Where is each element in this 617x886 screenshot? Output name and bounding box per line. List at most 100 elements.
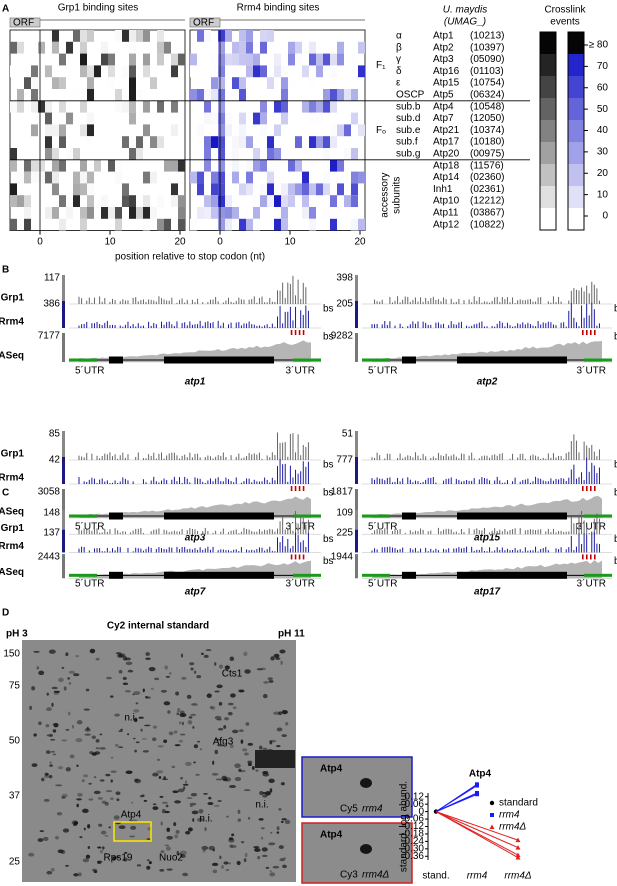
gel-spot xyxy=(263,680,269,684)
heatmap-cell xyxy=(190,53,197,66)
heatmap-cell xyxy=(246,41,253,54)
protein-name: Atp11 xyxy=(433,208,459,219)
track-label: Grp1 xyxy=(1,293,25,304)
heatmap-cell xyxy=(80,207,87,219)
gel-spot xyxy=(165,675,170,678)
heatmap-cell xyxy=(115,207,122,219)
heatmap-cell xyxy=(73,171,80,184)
track-scale-bar xyxy=(355,489,358,518)
gel-spot xyxy=(253,846,260,849)
heatmap-cell xyxy=(122,183,129,196)
heatmap-cell xyxy=(274,218,281,231)
gene-name: atp17 xyxy=(474,587,501,598)
track-label: Rrm4 xyxy=(0,317,24,328)
heatmap-cell xyxy=(122,100,129,113)
gel-spot xyxy=(193,761,196,764)
heatmap-cell xyxy=(288,183,295,196)
gene-name: atp7 xyxy=(185,587,206,598)
x-tick-label: 0 xyxy=(37,237,43,248)
heatmap-cell xyxy=(330,136,337,148)
gel-spot xyxy=(224,717,229,721)
heatmap-cell xyxy=(52,30,59,42)
track-label: Rrm4 xyxy=(0,541,24,552)
gel-spot xyxy=(148,861,152,865)
heatmap-cell xyxy=(94,65,101,78)
heatmap-cell xyxy=(225,53,232,66)
gel-spot xyxy=(49,733,53,738)
gel-spot xyxy=(53,690,61,693)
gel-spot xyxy=(216,684,223,689)
gel-spot xyxy=(85,854,91,859)
heatmap-cell xyxy=(330,218,337,231)
subunit-label: β xyxy=(396,42,402,53)
track-scale: 777 xyxy=(336,455,353,466)
heatmap-cell xyxy=(38,100,45,113)
gel-spot xyxy=(168,672,172,675)
gel-spot xyxy=(281,710,288,715)
gel-spot xyxy=(118,825,126,829)
utr5-label: 5´UTR xyxy=(368,577,397,589)
heatmap-cell xyxy=(87,30,94,42)
gel-spot xyxy=(256,668,263,671)
heatmap-cell xyxy=(302,171,309,184)
heatmap-cell xyxy=(281,100,288,113)
subunit-label: γ xyxy=(396,54,401,65)
heatmap-cell xyxy=(24,218,31,231)
heatmap-cell xyxy=(24,124,31,137)
gel-spot xyxy=(115,791,121,796)
heatmap-cell xyxy=(108,65,115,78)
binding-site xyxy=(298,486,301,491)
gel-spot xyxy=(261,836,264,840)
gel-spot xyxy=(148,667,156,672)
orf-label: ORF xyxy=(193,18,214,29)
heatmap-cell xyxy=(232,207,239,219)
utr3 xyxy=(584,358,612,362)
binding-site xyxy=(590,486,592,491)
gel-spot xyxy=(73,673,80,677)
gel-spot xyxy=(84,727,91,732)
gel-spot xyxy=(280,820,284,823)
heatmap-cell xyxy=(115,30,122,42)
gel-spot xyxy=(53,692,60,695)
heatmap-cell xyxy=(274,136,281,148)
gel-spot xyxy=(82,808,89,814)
inset-protein: Atp4 xyxy=(320,764,343,775)
utr3 xyxy=(293,573,321,577)
gel-spot xyxy=(229,784,236,789)
replicate-line xyxy=(435,793,478,813)
gel-spot xyxy=(61,739,68,742)
gel-spot xyxy=(46,870,53,875)
heatmap-cell xyxy=(171,183,178,196)
heatmap-cell xyxy=(253,195,260,207)
heatmap-cell xyxy=(122,136,129,148)
heatmap-cell xyxy=(218,65,225,78)
gel-spot xyxy=(79,836,83,839)
heatmap-cell xyxy=(38,171,45,184)
heatmap-cell xyxy=(38,159,45,172)
heatmap-cell xyxy=(45,100,52,113)
heatmap-cell xyxy=(31,89,38,101)
y-tick-label: 0.06 xyxy=(405,799,425,810)
gel-spot xyxy=(186,797,193,800)
gel-spot xyxy=(50,867,55,872)
heatmap-cell xyxy=(260,124,267,137)
heatmap-cell xyxy=(143,124,150,137)
colorbar-block xyxy=(540,142,556,164)
heatmap-cell xyxy=(211,136,218,148)
heatmap-cell xyxy=(337,41,344,54)
y-tick-label: -0.24 xyxy=(401,836,424,847)
gel-spot xyxy=(98,823,103,827)
colorbar-frame xyxy=(539,31,557,231)
heatmap-cell xyxy=(295,183,302,196)
heatmap-cell xyxy=(129,41,136,54)
ph-label: pH 11 xyxy=(278,629,305,640)
protein-name: Atp2 xyxy=(433,42,454,53)
subunit-label: sub.e xyxy=(396,125,421,136)
gel-spot xyxy=(88,798,94,801)
heatmap-cell xyxy=(136,207,143,219)
gel-spot xyxy=(166,827,171,832)
heatmap-cell xyxy=(281,65,288,78)
heatmap-cell xyxy=(316,112,323,125)
bs-label: bs xyxy=(323,332,334,343)
gel-spot xyxy=(276,826,280,831)
